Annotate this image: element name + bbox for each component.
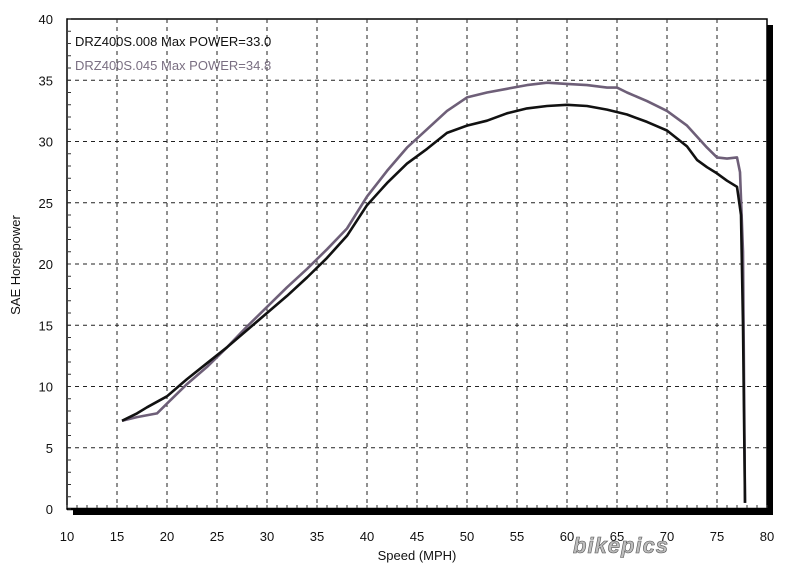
legend-entry-series-2: DRZ400S.045 Max POWER=34.8 [75,58,271,73]
y-tick-label: 5 [46,441,53,456]
y-tick-label: 40 [39,12,53,27]
x-tick-label: 15 [110,529,124,544]
x-axis-title: Speed (MPH) [378,548,457,563]
x-tick-label: 70 [660,529,674,544]
y-tick-label: 35 [39,73,53,88]
x-tick-label: 25 [210,529,224,544]
series-layer [121,81,747,503]
y-tick-label: 30 [39,135,53,150]
watermark-logo: bikepics [573,533,669,558]
y-tick-label: 15 [39,318,53,333]
x-tick-label: 55 [510,529,524,544]
x-tick-label: 10 [60,529,74,544]
minor-ticks [66,18,768,510]
legend-entry-series-1: DRZ400S.008 Max POWER=33.0 [75,34,271,49]
x-tick-label: 80 [760,529,774,544]
y-tick-label: 20 [39,257,53,272]
x-tick-label: 40 [360,529,374,544]
x-tick-label: 65 [610,529,624,544]
x-tick-label: 35 [310,529,324,544]
x-tick-label: 50 [460,529,474,544]
x-tick-label: 45 [410,529,424,544]
y-tick-label: 25 [39,196,53,211]
grid-layer [67,19,767,511]
x-tick-label: 20 [160,529,174,544]
x-tick-label: 30 [260,529,274,544]
y-tick-label: 10 [39,380,53,395]
y-tick-label: 0 [46,502,53,517]
y-axis-title: SAE Horsepower [8,214,23,314]
x-tick-label: 75 [710,529,724,544]
x-tick-label: 60 [560,529,574,544]
series-line-1 [121,103,747,503]
tick-labels: 10 15 20 25 30 35 40 45 50 55 60 65 70 75 80 0 5 10 15 20 25… [39,12,775,544]
